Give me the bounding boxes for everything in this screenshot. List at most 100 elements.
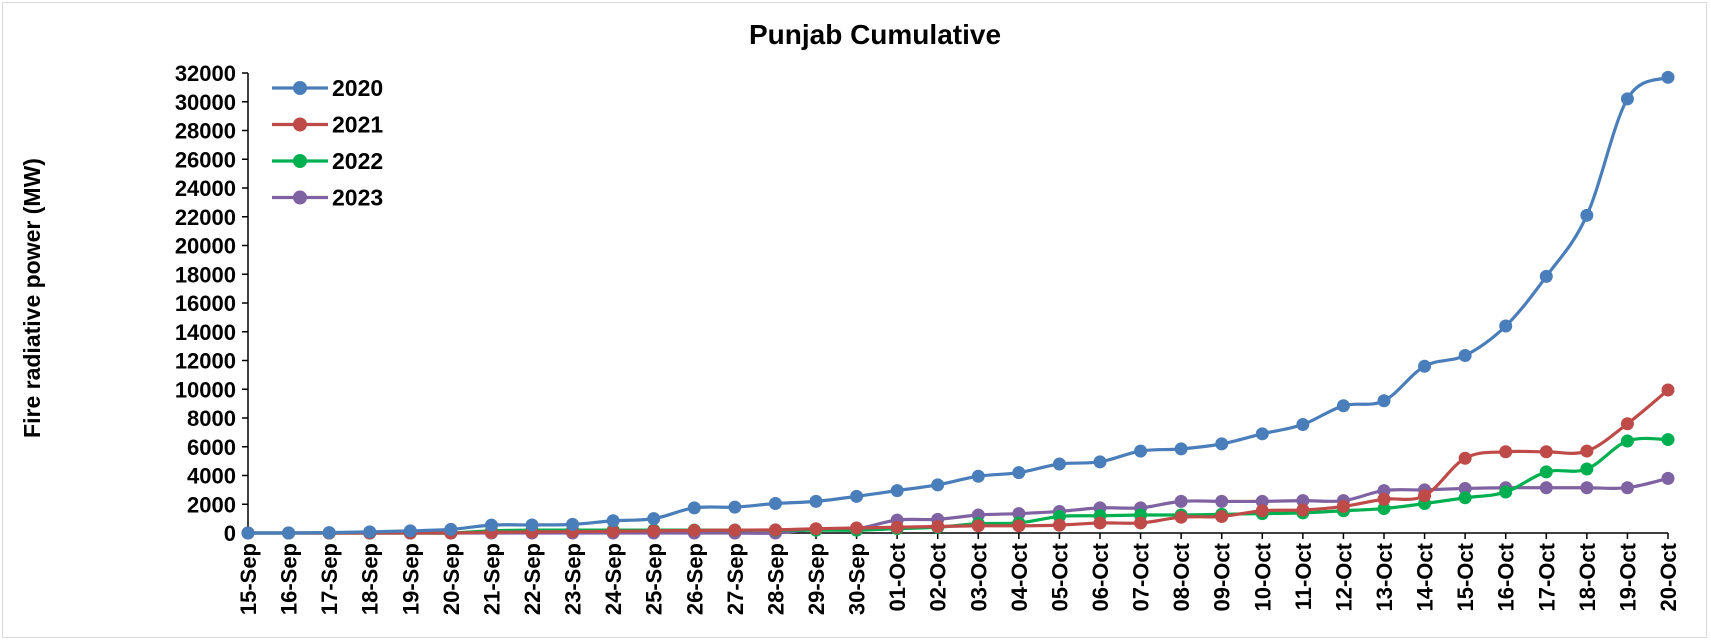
data-point-2020 — [931, 478, 945, 492]
data-point-2020 — [768, 497, 782, 511]
series-line-2022 — [248, 436, 1669, 535]
data-point-2021 — [728, 523, 742, 537]
x-tick-label: 13-Oct — [1372, 542, 1397, 611]
data-point-2020 — [809, 494, 823, 508]
x-tick-label: 07-Oct — [1129, 542, 1154, 611]
y-tick-label: 18000 — [175, 262, 236, 287]
legend-label: 2022 — [332, 148, 383, 174]
x-tick-label: 29-Sep — [804, 543, 829, 615]
data-point-2020 — [241, 526, 255, 540]
x-tick-label: 17-Oct — [1534, 542, 1559, 611]
x-tick-label: 27-Sep — [723, 543, 748, 615]
y-tick-label: 8000 — [187, 406, 236, 431]
data-point-2021 — [1377, 492, 1391, 506]
x-tick-label: 23-Sep — [561, 543, 586, 615]
x-tick-label: 18-Oct — [1575, 542, 1600, 611]
y-tick-label: 32000 — [175, 61, 236, 86]
legend: 2020 2021 2022 2023 — [272, 75, 383, 211]
data-point-2020 — [647, 512, 661, 526]
x-tick-label: 05-Oct — [1047, 542, 1072, 611]
y-tick-label: 22000 — [175, 205, 236, 230]
y-tick-label: 14000 — [175, 320, 236, 345]
data-point-2021 — [1174, 510, 1188, 524]
legend-marker — [293, 117, 307, 132]
data-point-2021 — [1539, 445, 1553, 459]
y-tick-label: 10000 — [175, 377, 236, 402]
x-tick-label: 10-Oct — [1250, 542, 1275, 611]
data-point-2020 — [403, 524, 417, 538]
legend-item-2020: 2020 — [272, 75, 383, 101]
data-point-2022 — [1580, 462, 1594, 476]
data-point-2020 — [687, 501, 701, 515]
data-point-2023 — [1620, 481, 1634, 495]
data-point-2020 — [322, 526, 336, 540]
data-point-2020 — [1215, 437, 1229, 451]
legend-item-2022: 2022 — [272, 148, 383, 174]
x-tick-label: 03-Oct — [966, 542, 991, 611]
legend-item-2021: 2021 — [272, 112, 383, 138]
data-point-2020 — [890, 484, 904, 498]
y-tick-label: 16000 — [175, 291, 236, 316]
x-tick-label: 20-Oct — [1656, 542, 1681, 611]
data-point-2021 — [647, 524, 661, 538]
data-point-2020 — [1174, 442, 1188, 456]
data-point-2020 — [1336, 399, 1350, 413]
data-point-2021 — [1012, 519, 1026, 533]
data-point-2020 — [566, 517, 580, 531]
data-point-2023 — [1539, 481, 1553, 495]
x-tick-label: 11-Oct — [1291, 542, 1316, 610]
y-tick-label: 20000 — [175, 234, 236, 259]
data-point-2021 — [1215, 509, 1229, 523]
data-point-2023 — [1215, 494, 1229, 508]
data-point-2020 — [1296, 417, 1310, 431]
data-point-2022 — [1458, 491, 1472, 505]
x-tick-label: 26-Sep — [682, 543, 707, 615]
data-point-2020 — [1093, 455, 1107, 469]
x-tick-label: 20-Sep — [439, 543, 464, 615]
data-point-2020 — [1418, 359, 1432, 373]
legend-marker — [293, 190, 307, 205]
y-tick-label: 2000 — [187, 492, 236, 517]
data-point-2020 — [850, 489, 864, 503]
data-point-2022 — [1620, 434, 1634, 448]
data-point-2021 — [1336, 499, 1350, 513]
data-point-2020 — [728, 500, 742, 514]
x-tick-label: 16-Sep — [277, 543, 302, 615]
data-point-2020 — [1052, 457, 1066, 471]
data-point-2021 — [1458, 451, 1472, 465]
data-point-2020 — [1580, 208, 1594, 222]
data-point-2020 — [1377, 394, 1391, 408]
data-point-2020 — [444, 522, 458, 536]
data-point-2022 — [1499, 485, 1513, 499]
y-tick-label: 28000 — [175, 119, 236, 144]
chart-title: Punjab Cumulative — [749, 19, 1001, 50]
data-point-2020 — [1539, 269, 1553, 283]
legend-marker — [293, 81, 307, 95]
data-point-2021 — [1093, 516, 1107, 530]
x-tick-label: 09-Oct — [1210, 542, 1235, 611]
x-tick-label: 16-Oct — [1494, 542, 1519, 611]
data-point-2021 — [1296, 503, 1310, 517]
data-point-2023 — [1661, 471, 1675, 485]
y-tick-label: 6000 — [187, 435, 236, 460]
x-tick-label: 01-Oct — [885, 542, 910, 611]
data-point-2020 — [1255, 427, 1269, 441]
legend-label: 2023 — [332, 185, 383, 211]
x-tick-label: 02-Oct — [926, 542, 951, 611]
y-tick-label: 30000 — [175, 90, 236, 115]
data-point-2021 — [850, 521, 864, 535]
data-point-2021 — [1134, 516, 1148, 530]
data-point-2021 — [768, 523, 782, 537]
series-2020 — [241, 70, 1675, 540]
y-tick-label: 0 — [224, 521, 236, 546]
x-tick-label: 04-Oct — [1007, 542, 1032, 611]
data-point-2021 — [1620, 417, 1634, 431]
data-point-2020 — [363, 525, 377, 539]
data-point-2020 — [484, 518, 498, 532]
data-point-2021 — [606, 524, 620, 538]
data-point-2023 — [1296, 494, 1310, 508]
x-tick-label: 15-Oct — [1453, 542, 1478, 611]
x-tick-label: 24-Sep — [601, 543, 626, 615]
legend-item-2023: 2023 — [272, 185, 383, 211]
